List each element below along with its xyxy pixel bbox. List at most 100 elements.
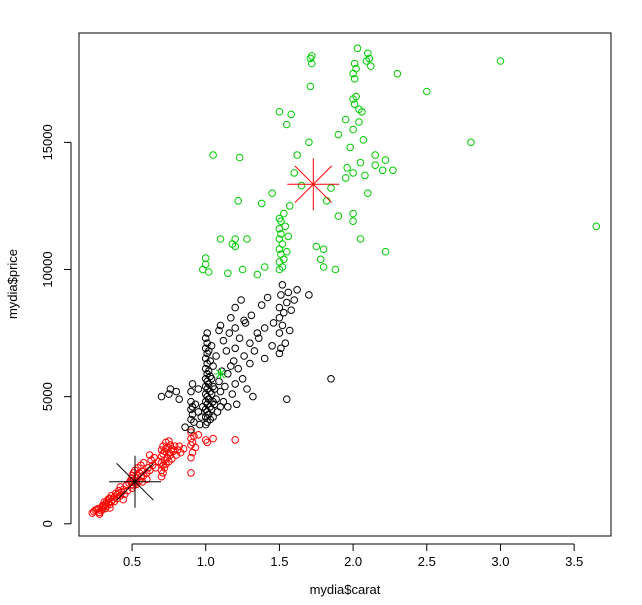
- data-point-cluster2: [197, 413, 206, 421]
- data-point-cluster2: [277, 344, 285, 353]
- data-point-cluster3: [352, 92, 360, 101]
- data-point-cluster3: [308, 52, 316, 60]
- data-point-cluster2: [278, 281, 287, 289]
- data-point-cluster2: [327, 375, 335, 383]
- data-point-cluster3: [216, 235, 225, 243]
- data-point-cluster3: [349, 209, 357, 218]
- data-point-cluster2: [215, 377, 223, 386]
- y-tick-label: 10000: [40, 251, 55, 287]
- data-point-cluster3: [306, 82, 315, 91]
- data-point-cluster3: [283, 247, 291, 256]
- center-marker-cluster1: [109, 455, 161, 508]
- data-point-cluster2: [201, 354, 210, 363]
- data-point-cluster2: [277, 291, 285, 299]
- data-point-cluster3: [350, 75, 359, 83]
- data-point-cluster3: [352, 64, 360, 73]
- data-point-cluster3: [389, 166, 397, 175]
- data-point-cluster3: [287, 110, 296, 119]
- data-point-cluster3: [423, 87, 431, 96]
- data-point-cluster3: [356, 235, 365, 243]
- data-point-cluster2: [278, 321, 287, 330]
- data-point-cluster2: [237, 296, 245, 304]
- data-point-cluster3: [277, 217, 285, 225]
- data-point-cluster3: [284, 232, 293, 241]
- data-point-cluster3: [327, 184, 335, 192]
- x-tick-label: 3.5: [565, 554, 583, 569]
- data-point-cluster3: [350, 100, 359, 108]
- data-point-cluster3: [353, 44, 362, 53]
- data-point-cluster2: [216, 321, 225, 330]
- data-point-cluster2: [290, 296, 299, 304]
- data-point-cluster2: [172, 387, 181, 396]
- data-point-cluster1: [154, 457, 163, 466]
- data-point-cluster2: [280, 308, 288, 317]
- x-tick-label: 0.5: [123, 554, 141, 569]
- data-point-cluster1: [203, 438, 211, 447]
- data-point-cluster3: [467, 138, 475, 147]
- data-point-cluster2: [228, 390, 237, 398]
- data-point-cluster3: [290, 169, 299, 177]
- data-point-cluster3: [231, 242, 239, 251]
- data-point-cluster3: [319, 245, 328, 253]
- data-point-cluster2: [305, 291, 313, 299]
- data-point-cluster3: [312, 242, 321, 251]
- data-point-cluster3: [355, 118, 363, 126]
- data-point-cluster1: [179, 445, 188, 453]
- data-point-cluster1: [166, 441, 175, 449]
- data-point-cluster1: [209, 434, 217, 443]
- data-point-cluster2: [187, 387, 195, 396]
- data-point-cluster1: [150, 453, 158, 462]
- data-point-cluster2: [287, 306, 296, 315]
- data-point-cluster3: [234, 197, 242, 205]
- data-point-cluster2: [268, 342, 276, 350]
- data-point-cluster2: [231, 380, 239, 388]
- data-point-cluster2: [181, 423, 189, 432]
- data-point-cluster2: [247, 311, 256, 320]
- data-point-cluster2: [235, 334, 244, 343]
- data-point-cluster1: [168, 455, 176, 463]
- data-point-cluster2: [246, 359, 254, 368]
- data-point-cluster3: [364, 189, 372, 197]
- y-tick-label: 0: [40, 520, 55, 527]
- data-point-cluster3: [281, 222, 290, 231]
- data-point-cluster3: [365, 54, 374, 63]
- data-point-cluster3: [381, 247, 390, 256]
- data-point-cluster2: [249, 392, 257, 401]
- data-point-cluster2: [231, 324, 239, 332]
- data-point-cluster1: [194, 431, 203, 439]
- data-point-cluster1: [187, 469, 195, 477]
- data-point-cluster3: [349, 169, 357, 177]
- data-point-cluster3: [257, 199, 266, 208]
- data-point-cluster2: [227, 314, 235, 322]
- data-point-cluster3: [235, 153, 244, 162]
- data-point-cluster2: [165, 390, 173, 398]
- data-point-cluster3: [378, 166, 387, 175]
- x-tick-label: 2.5: [418, 554, 436, 569]
- x-axis-title: mydia$carat: [310, 582, 381, 597]
- data-point-cluster3: [285, 202, 294, 210]
- data-point-cluster3: [293, 151, 301, 159]
- data-point-cluster2: [231, 344, 239, 353]
- data-point-cluster3: [349, 125, 357, 134]
- data-point-cluster3: [201, 254, 210, 262]
- data-point-cluster3: [346, 143, 355, 152]
- data-point-cluster2: [222, 347, 231, 355]
- data-point-cluster3: [231, 235, 239, 243]
- data-point-cluster3: [393, 69, 402, 78]
- data-point-cluster2: [281, 339, 290, 348]
- data-point-cluster3: [204, 268, 213, 276]
- data-point-cluster3: [297, 181, 306, 190]
- center-marker-cluster2: [214, 367, 227, 380]
- plot-frame: [78, 32, 612, 537]
- x-axis: 0.5 1.0 1.5 2.0 2.5 3.0 3.5: [123, 543, 583, 569]
- data-point-cluster3: [322, 197, 331, 205]
- data-point-cluster2: [216, 387, 225, 396]
- data-point-cluster1: [123, 486, 132, 495]
- y-axis-title: mydia$price: [5, 249, 20, 319]
- center-marker-stroke: [116, 463, 154, 501]
- data-point-cluster1: [151, 464, 160, 472]
- y-axis: 0 5000 10000 15000: [40, 124, 72, 527]
- data-point-cluster3: [316, 255, 325, 264]
- data-point-cluster3: [238, 265, 247, 274]
- data-point-cluster3: [358, 108, 366, 116]
